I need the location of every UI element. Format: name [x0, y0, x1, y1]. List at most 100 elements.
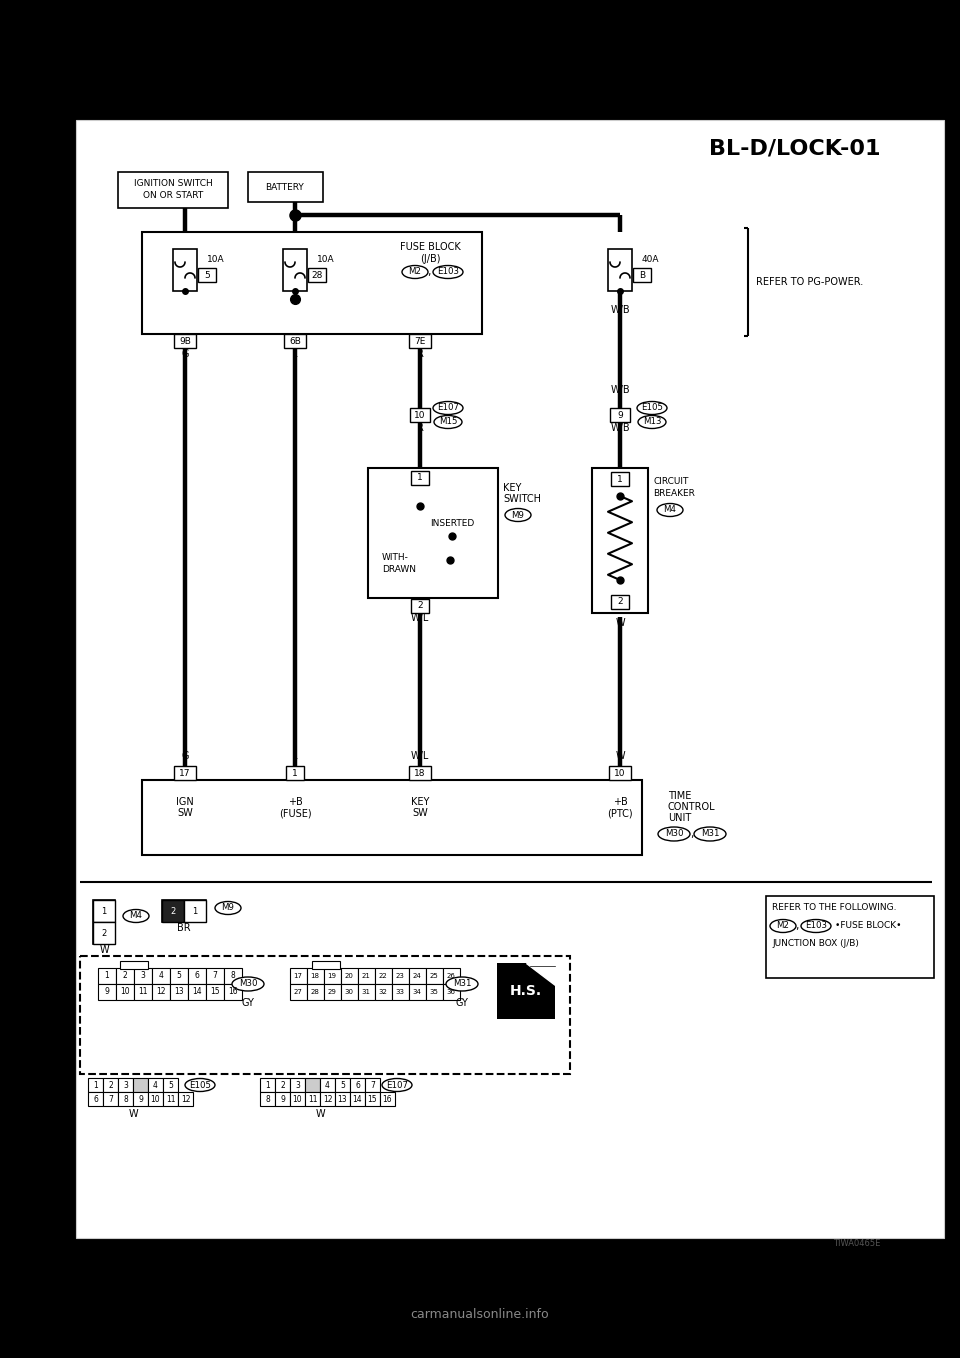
Text: R: R — [417, 422, 423, 433]
Text: W/L: W/L — [411, 612, 429, 623]
Bar — [275, 1078, 290, 1092]
Text: ON OR START: ON OR START — [143, 190, 204, 200]
Text: BR: BR — [178, 923, 191, 933]
Bar — [392, 985, 409, 999]
Bar — [286, 766, 304, 779]
Text: 13: 13 — [174, 987, 183, 997]
Text: 28: 28 — [311, 989, 320, 995]
Text: KEY: KEY — [503, 483, 521, 493]
Bar — [142, 779, 642, 856]
Bar — [410, 407, 430, 422]
Text: 10: 10 — [614, 769, 626, 778]
Text: IGNITION SWITCH: IGNITION SWITCH — [133, 179, 212, 189]
Text: 10A: 10A — [207, 255, 225, 265]
Bar — [290, 1078, 305, 1092]
Bar — [307, 968, 324, 985]
Text: 1: 1 — [102, 907, 107, 915]
Text: CONTROL: CONTROL — [668, 803, 715, 812]
Ellipse shape — [638, 416, 666, 429]
Text: 10: 10 — [293, 1095, 302, 1104]
Bar — [358, 985, 375, 999]
Text: SW: SW — [178, 808, 193, 818]
Text: 1: 1 — [93, 1081, 98, 1089]
Text: E103: E103 — [805, 922, 827, 930]
Text: 11: 11 — [308, 1095, 317, 1104]
Text: IGN: IGN — [176, 797, 194, 807]
Bar — [174, 766, 196, 779]
Text: E107: E107 — [437, 403, 459, 413]
Text: 9: 9 — [617, 410, 623, 420]
Ellipse shape — [694, 827, 726, 841]
Text: BREAKER: BREAKER — [653, 489, 695, 497]
Text: W: W — [615, 751, 625, 760]
Bar — [103, 1078, 118, 1092]
Text: 7: 7 — [370, 1081, 375, 1089]
Text: 18: 18 — [310, 972, 320, 979]
Text: 15: 15 — [210, 987, 220, 997]
Text: 1: 1 — [292, 769, 298, 778]
Ellipse shape — [185, 1078, 215, 1092]
Bar — [426, 968, 443, 985]
Text: DRAWN: DRAWN — [382, 565, 416, 574]
Text: 2: 2 — [170, 907, 176, 915]
Text: GY: GY — [456, 998, 468, 1008]
Text: SWITCH: SWITCH — [503, 494, 541, 504]
Text: W/B: W/B — [611, 422, 630, 433]
Bar — [162, 900, 206, 922]
Bar — [152, 985, 170, 999]
Bar — [307, 985, 324, 999]
Text: M2: M2 — [409, 268, 421, 277]
Bar — [335, 1078, 350, 1092]
Text: 1: 1 — [265, 1081, 270, 1089]
Text: W/L: W/L — [411, 751, 429, 760]
Text: 1: 1 — [192, 907, 198, 915]
Text: E105: E105 — [641, 403, 663, 413]
Text: M15: M15 — [439, 417, 457, 426]
Bar — [80, 956, 570, 1074]
Text: B: B — [639, 270, 645, 280]
Bar — [133, 1092, 148, 1105]
Bar — [148, 1078, 163, 1092]
Text: 29: 29 — [327, 989, 336, 995]
Text: UNIT: UNIT — [668, 813, 691, 823]
Text: KEY: KEY — [411, 797, 429, 807]
Bar — [260, 1078, 275, 1092]
Bar — [341, 968, 358, 985]
Bar — [290, 985, 307, 999]
Text: 1: 1 — [418, 474, 422, 482]
Text: 23: 23 — [396, 972, 404, 979]
Text: WITH-: WITH- — [382, 554, 409, 562]
Text: 14: 14 — [352, 1095, 362, 1104]
Bar — [609, 766, 631, 779]
Ellipse shape — [434, 416, 462, 429]
Text: M30: M30 — [664, 830, 684, 838]
Text: M4: M4 — [130, 911, 142, 921]
Bar — [88, 1092, 103, 1105]
Text: GY: GY — [242, 998, 254, 1008]
Text: M9: M9 — [512, 511, 524, 520]
Bar — [305, 1078, 320, 1092]
Text: FUSE BLOCK: FUSE BLOCK — [399, 242, 461, 253]
Bar — [324, 968, 341, 985]
Text: 26: 26 — [446, 972, 455, 979]
Ellipse shape — [446, 976, 478, 991]
Text: 3: 3 — [295, 1081, 300, 1089]
Text: (FUSE): (FUSE) — [278, 808, 311, 818]
Bar — [93, 922, 115, 944]
Text: 25: 25 — [430, 972, 439, 979]
Bar — [118, 1078, 133, 1092]
Text: 12: 12 — [180, 1095, 190, 1104]
Bar — [152, 968, 170, 985]
Bar — [426, 985, 443, 999]
Bar — [184, 900, 206, 922]
Bar — [283, 249, 307, 291]
Text: 5: 5 — [204, 270, 210, 280]
Bar — [98, 968, 116, 985]
Ellipse shape — [123, 910, 149, 922]
Bar — [103, 1092, 118, 1105]
Bar — [411, 471, 429, 485]
Bar — [380, 1092, 395, 1105]
Bar — [335, 1092, 350, 1105]
Text: 20: 20 — [345, 972, 353, 979]
Ellipse shape — [637, 402, 667, 414]
